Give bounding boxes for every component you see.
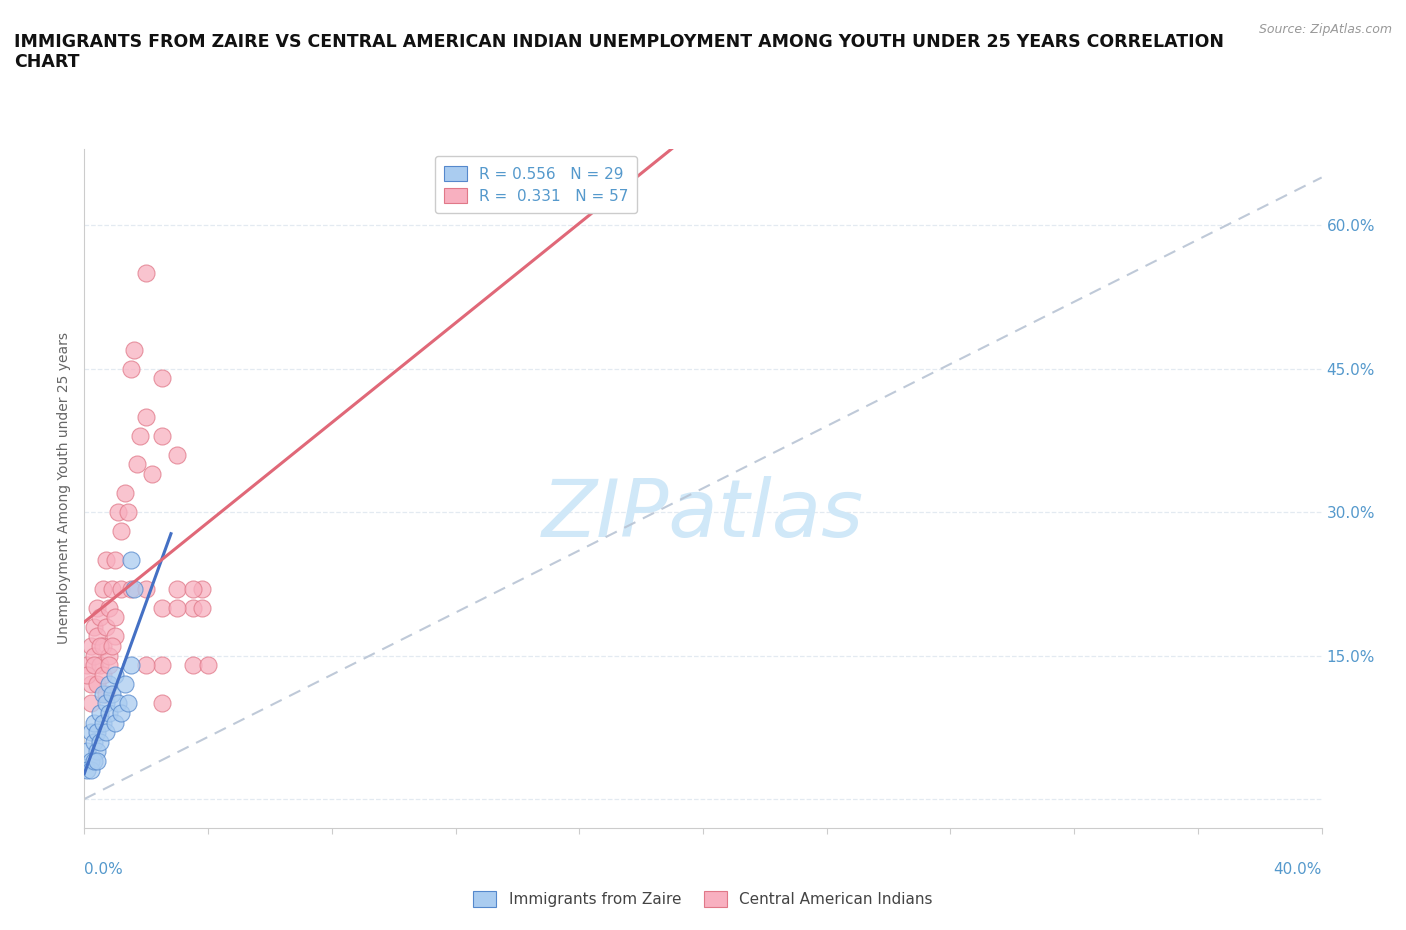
Point xyxy=(94,619,117,634)
Point xyxy=(125,457,148,472)
Point xyxy=(150,428,173,443)
Point xyxy=(120,361,142,376)
Point xyxy=(166,581,188,596)
Point xyxy=(98,601,121,616)
Point xyxy=(150,696,173,711)
Point xyxy=(181,581,204,596)
Point xyxy=(79,753,101,768)
Point xyxy=(91,686,114,701)
Point xyxy=(89,734,111,749)
Point xyxy=(79,677,101,692)
Point xyxy=(141,467,163,482)
Point xyxy=(79,639,101,654)
Point xyxy=(166,447,188,462)
Text: 0.0%: 0.0% xyxy=(84,862,124,877)
Point xyxy=(122,581,145,596)
Point xyxy=(83,619,105,634)
Point xyxy=(98,677,121,692)
Point xyxy=(86,629,108,644)
Point xyxy=(104,715,127,730)
Point xyxy=(110,581,132,596)
Point xyxy=(114,677,136,692)
Point xyxy=(86,744,108,759)
Y-axis label: Unemployment Among Youth under 25 years: Unemployment Among Youth under 25 years xyxy=(58,332,72,644)
Point xyxy=(120,658,142,672)
Point xyxy=(117,505,139,520)
Point xyxy=(91,639,114,654)
Point xyxy=(104,552,127,567)
Point xyxy=(135,266,157,281)
Point xyxy=(135,658,157,672)
Point xyxy=(94,696,117,711)
Text: IMMIGRANTS FROM ZAIRE VS CENTRAL AMERICAN INDIAN UNEMPLOYMENT AMONG YOUTH UNDER : IMMIGRANTS FROM ZAIRE VS CENTRAL AMERICA… xyxy=(14,33,1225,72)
Point xyxy=(181,601,204,616)
Point xyxy=(94,686,117,701)
Point xyxy=(91,581,114,596)
Point xyxy=(76,763,98,777)
Point xyxy=(83,734,105,749)
Point xyxy=(101,686,124,701)
Point xyxy=(166,601,188,616)
Point xyxy=(89,706,111,721)
Point xyxy=(89,658,111,672)
Point xyxy=(79,763,101,777)
Point xyxy=(79,696,101,711)
Point xyxy=(76,658,98,672)
Point xyxy=(86,677,108,692)
Point xyxy=(117,696,139,711)
Point xyxy=(94,724,117,739)
Point xyxy=(86,601,108,616)
Point xyxy=(101,639,124,654)
Point xyxy=(135,581,157,596)
Point xyxy=(110,706,132,721)
Point xyxy=(83,648,105,663)
Point xyxy=(150,371,173,386)
Point xyxy=(89,639,111,654)
Point xyxy=(79,724,101,739)
Text: Source: ZipAtlas.com: Source: ZipAtlas.com xyxy=(1258,23,1392,36)
Point xyxy=(191,581,214,596)
Point xyxy=(83,658,105,672)
Point xyxy=(107,505,129,520)
Point xyxy=(98,658,121,672)
Point xyxy=(104,610,127,625)
Point xyxy=(181,658,204,672)
Legend: R = 0.556   N = 29, R =  0.331   N = 57: R = 0.556 N = 29, R = 0.331 N = 57 xyxy=(434,156,637,213)
Point xyxy=(83,715,105,730)
Point xyxy=(135,409,157,424)
Point xyxy=(86,724,108,739)
Point xyxy=(107,696,129,711)
Point xyxy=(91,715,114,730)
Point xyxy=(98,648,121,663)
Text: 40.0%: 40.0% xyxy=(1274,862,1322,877)
Point xyxy=(104,667,127,682)
Point xyxy=(110,524,132,538)
Point xyxy=(150,658,173,672)
Point xyxy=(122,342,145,357)
Point xyxy=(120,581,142,596)
Point xyxy=(104,629,127,644)
Text: ZIPatlas: ZIPatlas xyxy=(541,476,865,554)
Point xyxy=(83,753,105,768)
Point xyxy=(114,485,136,500)
Point xyxy=(91,667,114,682)
Point xyxy=(94,552,117,567)
Point xyxy=(86,753,108,768)
Point xyxy=(197,658,219,672)
Point xyxy=(129,428,152,443)
Legend: Immigrants from Zaire, Central American Indians: Immigrants from Zaire, Central American … xyxy=(467,884,939,913)
Point xyxy=(76,744,98,759)
Point xyxy=(101,581,124,596)
Point xyxy=(76,667,98,682)
Point xyxy=(191,601,214,616)
Point xyxy=(89,610,111,625)
Point xyxy=(150,601,173,616)
Point xyxy=(98,706,121,721)
Point xyxy=(120,552,142,567)
